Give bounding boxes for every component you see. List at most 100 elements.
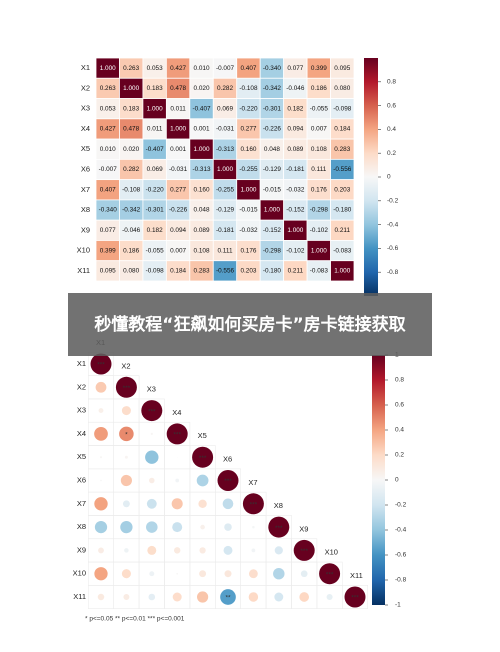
row-label: X1 (81, 63, 90, 72)
cell-label: 0.263 (100, 85, 116, 92)
banner: 秒懂教程“狂飙如何买房卡”房卡链接获取 (68, 293, 432, 356)
cell-label: -0.313 (216, 146, 235, 153)
cell-label: 0.282 (123, 166, 139, 173)
cell-label: 0.182 (287, 105, 303, 112)
correlation-circle (252, 525, 255, 529)
cell-label: -0.152 (286, 207, 305, 214)
row-label: X8 (77, 522, 86, 531)
cell-label: -0.301 (146, 207, 165, 214)
correlation-circle (95, 381, 107, 393)
cell-label: 0.001 (170, 146, 186, 153)
cell-label: 1.000 (287, 227, 303, 234)
correlation-circle (121, 569, 131, 579)
cell-label: 0.277 (170, 186, 186, 193)
diagonal-label: X8 (274, 501, 283, 510)
cell-label: 0.048 (264, 146, 280, 153)
correlation-circle (120, 520, 133, 534)
cell-label: -0.255 (216, 186, 235, 193)
row-label: X10 (77, 246, 90, 255)
cell-label: -0.313 (192, 166, 211, 173)
cell-label: -0.129 (263, 166, 282, 173)
diagonal-label: X10 (325, 548, 338, 557)
row-label: X11 (77, 266, 90, 275)
cell-label: -0.298 (310, 207, 329, 214)
correlation-circle (242, 493, 264, 515)
correlation-circle (248, 569, 258, 579)
cell-label: 0.011 (170, 105, 186, 112)
cell-label: -0.340 (263, 65, 282, 72)
significance-label: *** (199, 455, 207, 462)
cell-label: -0.298 (263, 247, 282, 254)
cell-label: 1.000 (100, 65, 116, 72)
colorbar-tick-label: -0.6 (395, 552, 407, 559)
cell-label: 0.427 (100, 126, 116, 133)
diagonal-label: X7 (248, 478, 257, 487)
cell-label: -0.015 (263, 186, 282, 193)
cell-label: -0.342 (122, 207, 141, 214)
correlation-circle (124, 548, 129, 553)
significance-label: *** (300, 548, 308, 555)
cell-label: -0.556 (333, 166, 352, 173)
cell-label: 0.211 (288, 268, 304, 275)
correlation-circle (94, 567, 108, 581)
cell-label: 0.077 (100, 227, 116, 234)
cell-label: -0.226 (263, 126, 282, 133)
row-label: X9 (77, 545, 86, 554)
correlation-circle (200, 524, 205, 530)
cell-label: 0.263 (123, 65, 139, 72)
correlation-circle (124, 455, 128, 459)
cell-label: 0.478 (170, 85, 186, 92)
correlation-circle (150, 432, 153, 436)
diagonal-label: X9 (299, 524, 308, 533)
correlation-circle (149, 477, 155, 484)
cell-label: 1.000 (147, 105, 163, 112)
cell-label: 0.108 (311, 146, 327, 153)
correlation-circle (98, 547, 104, 554)
cell-label: 0.080 (334, 85, 350, 92)
cell-label: -0.220 (146, 186, 165, 193)
correlation-circle (224, 523, 232, 531)
cell-label: -0.407 (192, 105, 211, 112)
cell-label: -0.180 (263, 268, 282, 275)
diagonal-label: X3 (147, 385, 156, 394)
cell-label: 0.111 (217, 247, 232, 254)
correlation-circle (122, 500, 130, 508)
cell-label: 0.407 (100, 186, 116, 193)
colorbar-tick-label: -1 (395, 602, 401, 609)
cell-label: -0.102 (286, 247, 305, 254)
significance-label: *** (97, 362, 105, 369)
correlation-circle (147, 545, 157, 555)
colorbar-tick-label: 0.6 (395, 402, 404, 409)
correlation-circle (293, 539, 315, 561)
correlation-circle (222, 498, 234, 510)
cell-label: 0.080 (123, 268, 139, 275)
cell-label: 0.407 (240, 65, 256, 72)
cell-label: -0.102 (310, 227, 329, 234)
colorbar-tick-label: 0.2 (387, 150, 396, 157)
cell-label: -0.083 (333, 247, 352, 254)
correlation-circle (175, 478, 180, 483)
cell-label: 0.095 (334, 65, 350, 72)
cell-label: -0.180 (333, 207, 352, 214)
significance-label: *** (275, 525, 283, 532)
row-label: X6 (81, 164, 90, 173)
colorbar-tick-label: 0.6 (387, 102, 396, 109)
cell-label: 1.000 (240, 186, 256, 193)
cell-label: 0.094 (170, 227, 186, 234)
cell-label: 0.399 (311, 65, 327, 72)
correlation-circle (273, 567, 285, 580)
cell-label: 0.007 (311, 126, 327, 133)
colorbar-tick-label: 0.8 (395, 377, 404, 384)
cell-label: 0.020 (123, 146, 139, 153)
cell-label: -0.181 (286, 166, 305, 173)
significance-label: *** (148, 408, 156, 415)
cell-label: 0.010 (194, 65, 210, 72)
row-label: X10 (73, 569, 86, 578)
diagonal-label: X5 (198, 431, 207, 440)
cell-label: -0.340 (99, 207, 118, 214)
cell-label: -0.152 (263, 227, 282, 234)
colorbar-tick-label: 0.4 (387, 126, 396, 133)
correlation-circle (199, 547, 206, 554)
row-label: X6 (77, 475, 86, 484)
